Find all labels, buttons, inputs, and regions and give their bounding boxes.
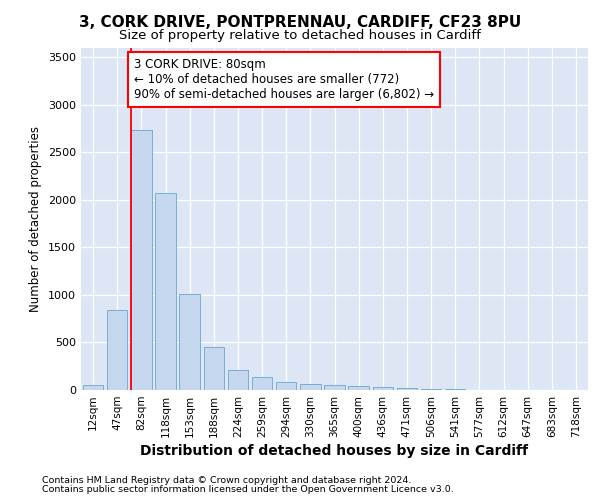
Bar [276, 382, 296, 390]
Bar [324, 385, 345, 390]
Bar [300, 384, 320, 390]
Bar [349, 386, 369, 390]
Bar [421, 389, 442, 390]
Bar [252, 376, 272, 390]
Bar [203, 346, 224, 390]
Text: 3, CORK DRIVE, PONTPRENNAU, CARDIFF, CF23 8PU: 3, CORK DRIVE, PONTPRENNAU, CARDIFF, CF2… [79, 15, 521, 30]
Bar [155, 193, 176, 390]
Bar [227, 370, 248, 390]
Bar [373, 386, 393, 390]
Y-axis label: Number of detached properties: Number of detached properties [29, 126, 43, 312]
Bar [397, 388, 417, 390]
Text: Contains HM Land Registry data © Crown copyright and database right 2024.: Contains HM Land Registry data © Crown c… [42, 476, 412, 485]
Bar [131, 130, 152, 390]
Bar [107, 310, 127, 390]
X-axis label: Distribution of detached houses by size in Cardiff: Distribution of detached houses by size … [140, 444, 529, 458]
Text: 3 CORK DRIVE: 80sqm
← 10% of detached houses are smaller (772)
90% of semi-detac: 3 CORK DRIVE: 80sqm ← 10% of detached ho… [134, 58, 434, 101]
Bar [83, 385, 103, 390]
Text: Contains public sector information licensed under the Open Government Licence v3: Contains public sector information licen… [42, 484, 454, 494]
Text: Size of property relative to detached houses in Cardiff: Size of property relative to detached ho… [119, 29, 481, 42]
Bar [179, 294, 200, 390]
